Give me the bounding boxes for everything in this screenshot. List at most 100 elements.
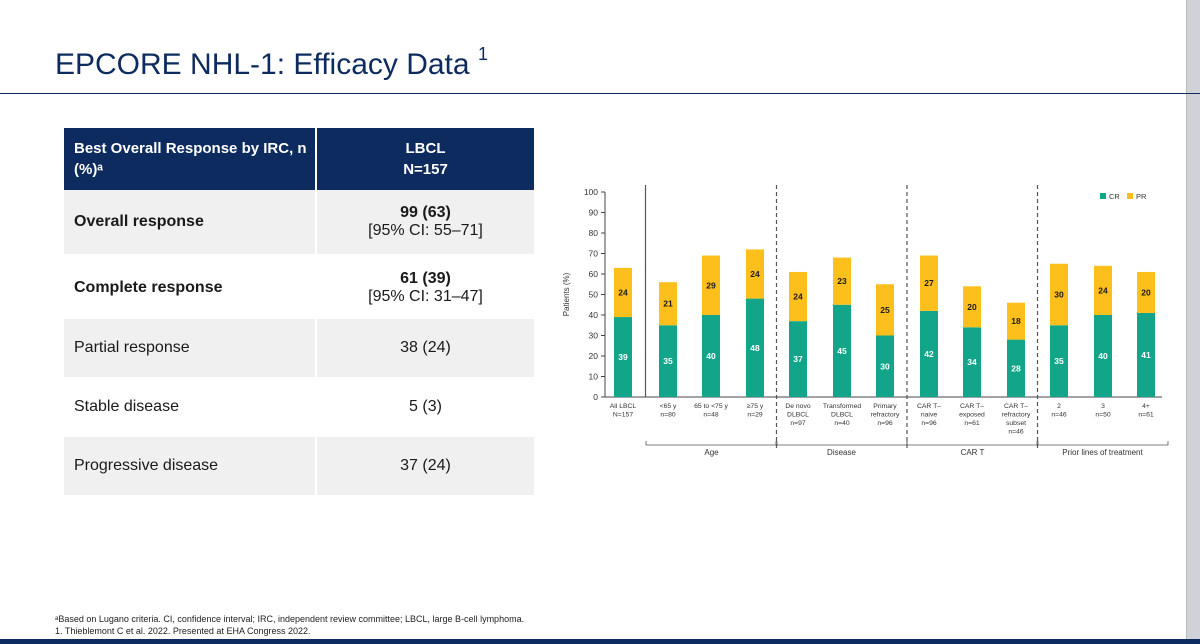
- category-label: DLBCL: [787, 412, 809, 419]
- title-divider: [0, 93, 1200, 94]
- bar-cr: [746, 298, 764, 397]
- group-label: Disease: [827, 448, 856, 457]
- pr-data-label: 20: [1141, 287, 1151, 297]
- legend-swatch-pr: [1127, 193, 1133, 199]
- category-label: n=48: [703, 412, 719, 419]
- chart-svg: Patients (%) 0 10 20 30 40 50 60 70 80 90 100 39 24 Al…: [562, 185, 1169, 457]
- category-label: subset: [1006, 420, 1026, 427]
- complete-response-label: Complete response: [64, 257, 315, 319]
- bar-pr: [876, 284, 894, 336]
- cr-data-label: 42: [924, 349, 934, 359]
- pr-data-label: 30: [1054, 290, 1064, 300]
- category-label: DLBCL: [831, 412, 853, 419]
- complete-response-ci: [95% CI: 31–47]: [368, 288, 483, 305]
- pr-data-label: 18: [1011, 316, 1021, 326]
- bar-pr: [1137, 271, 1155, 313]
- bar-cr: [659, 325, 677, 397]
- slide-title: EPCORE NHL-1: Efficacy Data 1: [55, 44, 488, 82]
- bar-pr: [614, 267, 632, 318]
- cr-data-label: 41: [1141, 350, 1151, 360]
- complete-response-value: 61 (39) [95% CI: 31–47]: [315, 257, 534, 319]
- pr-data-label: 25: [880, 305, 890, 315]
- bar-pr: [920, 255, 938, 311]
- group-label: CAR T: [961, 448, 985, 457]
- pr-data-label: 24: [793, 292, 803, 302]
- slide-right-edge: [1187, 0, 1200, 644]
- table-row: Complete response 61 (39) [95% CI: 31–47…: [64, 257, 534, 319]
- table-row: Stable disease 5 (3): [64, 377, 534, 437]
- slide-title-text: EPCORE NHL-1: Efficacy Data: [55, 48, 470, 81]
- cr-data-label: 35: [1054, 356, 1064, 366]
- category-label: 2: [1057, 403, 1061, 410]
- bar-cr: [789, 321, 807, 397]
- category-label: refractory: [1002, 412, 1031, 419]
- group-label: Age: [704, 448, 719, 457]
- response-bar-chart: Patients (%) 0 10 20 30 40 50 60 70 80 90 100 39 24 Al…: [555, 185, 1170, 460]
- table-row: Progressive disease 37 (24): [64, 437, 534, 495]
- category-label: All LBCL: [610, 403, 637, 410]
- pr-data-label: 29: [706, 280, 716, 290]
- response-table: Best Overall Response by IRC, n (%)ᵃ LBC…: [64, 128, 534, 495]
- bar-cr: [920, 310, 938, 397]
- bar-cr: [876, 335, 894, 397]
- bar-pr: [1094, 265, 1112, 315]
- bar-cr: [963, 327, 981, 397]
- bar-cr: [1050, 325, 1068, 397]
- group-label: Prior lines of treatment: [1062, 448, 1143, 457]
- category-label: 4+: [1142, 403, 1150, 410]
- footnotes: ᵃBased on Lugano criteria. CI, confidenc…: [55, 613, 524, 637]
- stable-disease-label: Stable disease: [64, 377, 315, 437]
- bar-pr: [789, 271, 807, 322]
- header-lbcl-title: LBCL: [405, 140, 446, 157]
- partial-response-value: 38 (24): [315, 319, 534, 377]
- pr-data-label: 21: [663, 299, 673, 309]
- slide-right-edge-line: [1186, 0, 1187, 644]
- overall-response-ci: [95% CI: 55–71]: [368, 222, 483, 239]
- bar-pr: [702, 255, 720, 315]
- slide-bottom-band: [0, 639, 1200, 644]
- group-bracket: [906, 441, 1039, 446]
- table-row: Partial response 38 (24): [64, 319, 534, 377]
- cr-data-label: 40: [1098, 351, 1108, 361]
- header-lbcl: LBCL N=157: [315, 128, 534, 190]
- category-label: n=46: [1051, 412, 1067, 419]
- category-label: n=97: [790, 420, 806, 427]
- pr-data-label: 23: [837, 276, 847, 286]
- y-tick-label: 30: [589, 331, 599, 341]
- category-label: naive: [921, 412, 937, 419]
- overall-response-value: 99 (63) [95% CI: 55–71]: [315, 190, 534, 254]
- bar-cr: [1094, 315, 1112, 397]
- y-tick-label: 50: [589, 290, 599, 300]
- bar-cr: [702, 315, 720, 397]
- bar-pr: [746, 249, 764, 299]
- bar-pr: [1050, 263, 1068, 326]
- category-label: Transformed: [823, 403, 861, 410]
- footnote-reference: 1. Thieblemont C et al. 2022. Presented …: [55, 626, 311, 636]
- category-label: N=157: [613, 412, 633, 419]
- category-label: 65 to <75 y: [694, 403, 728, 410]
- header-lbcl-n: N=157: [403, 161, 448, 178]
- y-axis-label: Patients (%): [562, 272, 571, 316]
- bar-pr: [1007, 302, 1025, 340]
- category-label: CAR T–: [917, 403, 941, 410]
- bar-cr: [614, 317, 632, 397]
- y-tick-label: 0: [593, 392, 598, 402]
- title-reference: 1: [477, 44, 488, 64]
- y-tick-label: 60: [589, 269, 599, 279]
- overall-response-label: Overall response: [64, 190, 315, 254]
- progressive-disease-value: 37 (24): [315, 437, 534, 495]
- cr-data-label: 40: [706, 351, 716, 361]
- y-tick-label: 90: [589, 208, 599, 218]
- group-bracket: [775, 441, 908, 446]
- table-row: Overall response 99 (63) [95% CI: 55–71]: [64, 190, 534, 254]
- category-label: n=61: [1138, 412, 1154, 419]
- category-label: CAR T–: [1004, 403, 1028, 410]
- header-response-label: Best Overall Response by IRC, n (%)ᵃ: [64, 128, 315, 190]
- row-gap: [64, 254, 534, 257]
- overall-response-count: 99 (63): [400, 204, 451, 221]
- category-label: <65 y: [660, 403, 677, 410]
- category-label: exposed: [959, 412, 985, 419]
- cr-data-label: 28: [1011, 363, 1021, 373]
- category-label: De novo: [785, 403, 811, 410]
- cr-data-label: 37: [793, 354, 803, 364]
